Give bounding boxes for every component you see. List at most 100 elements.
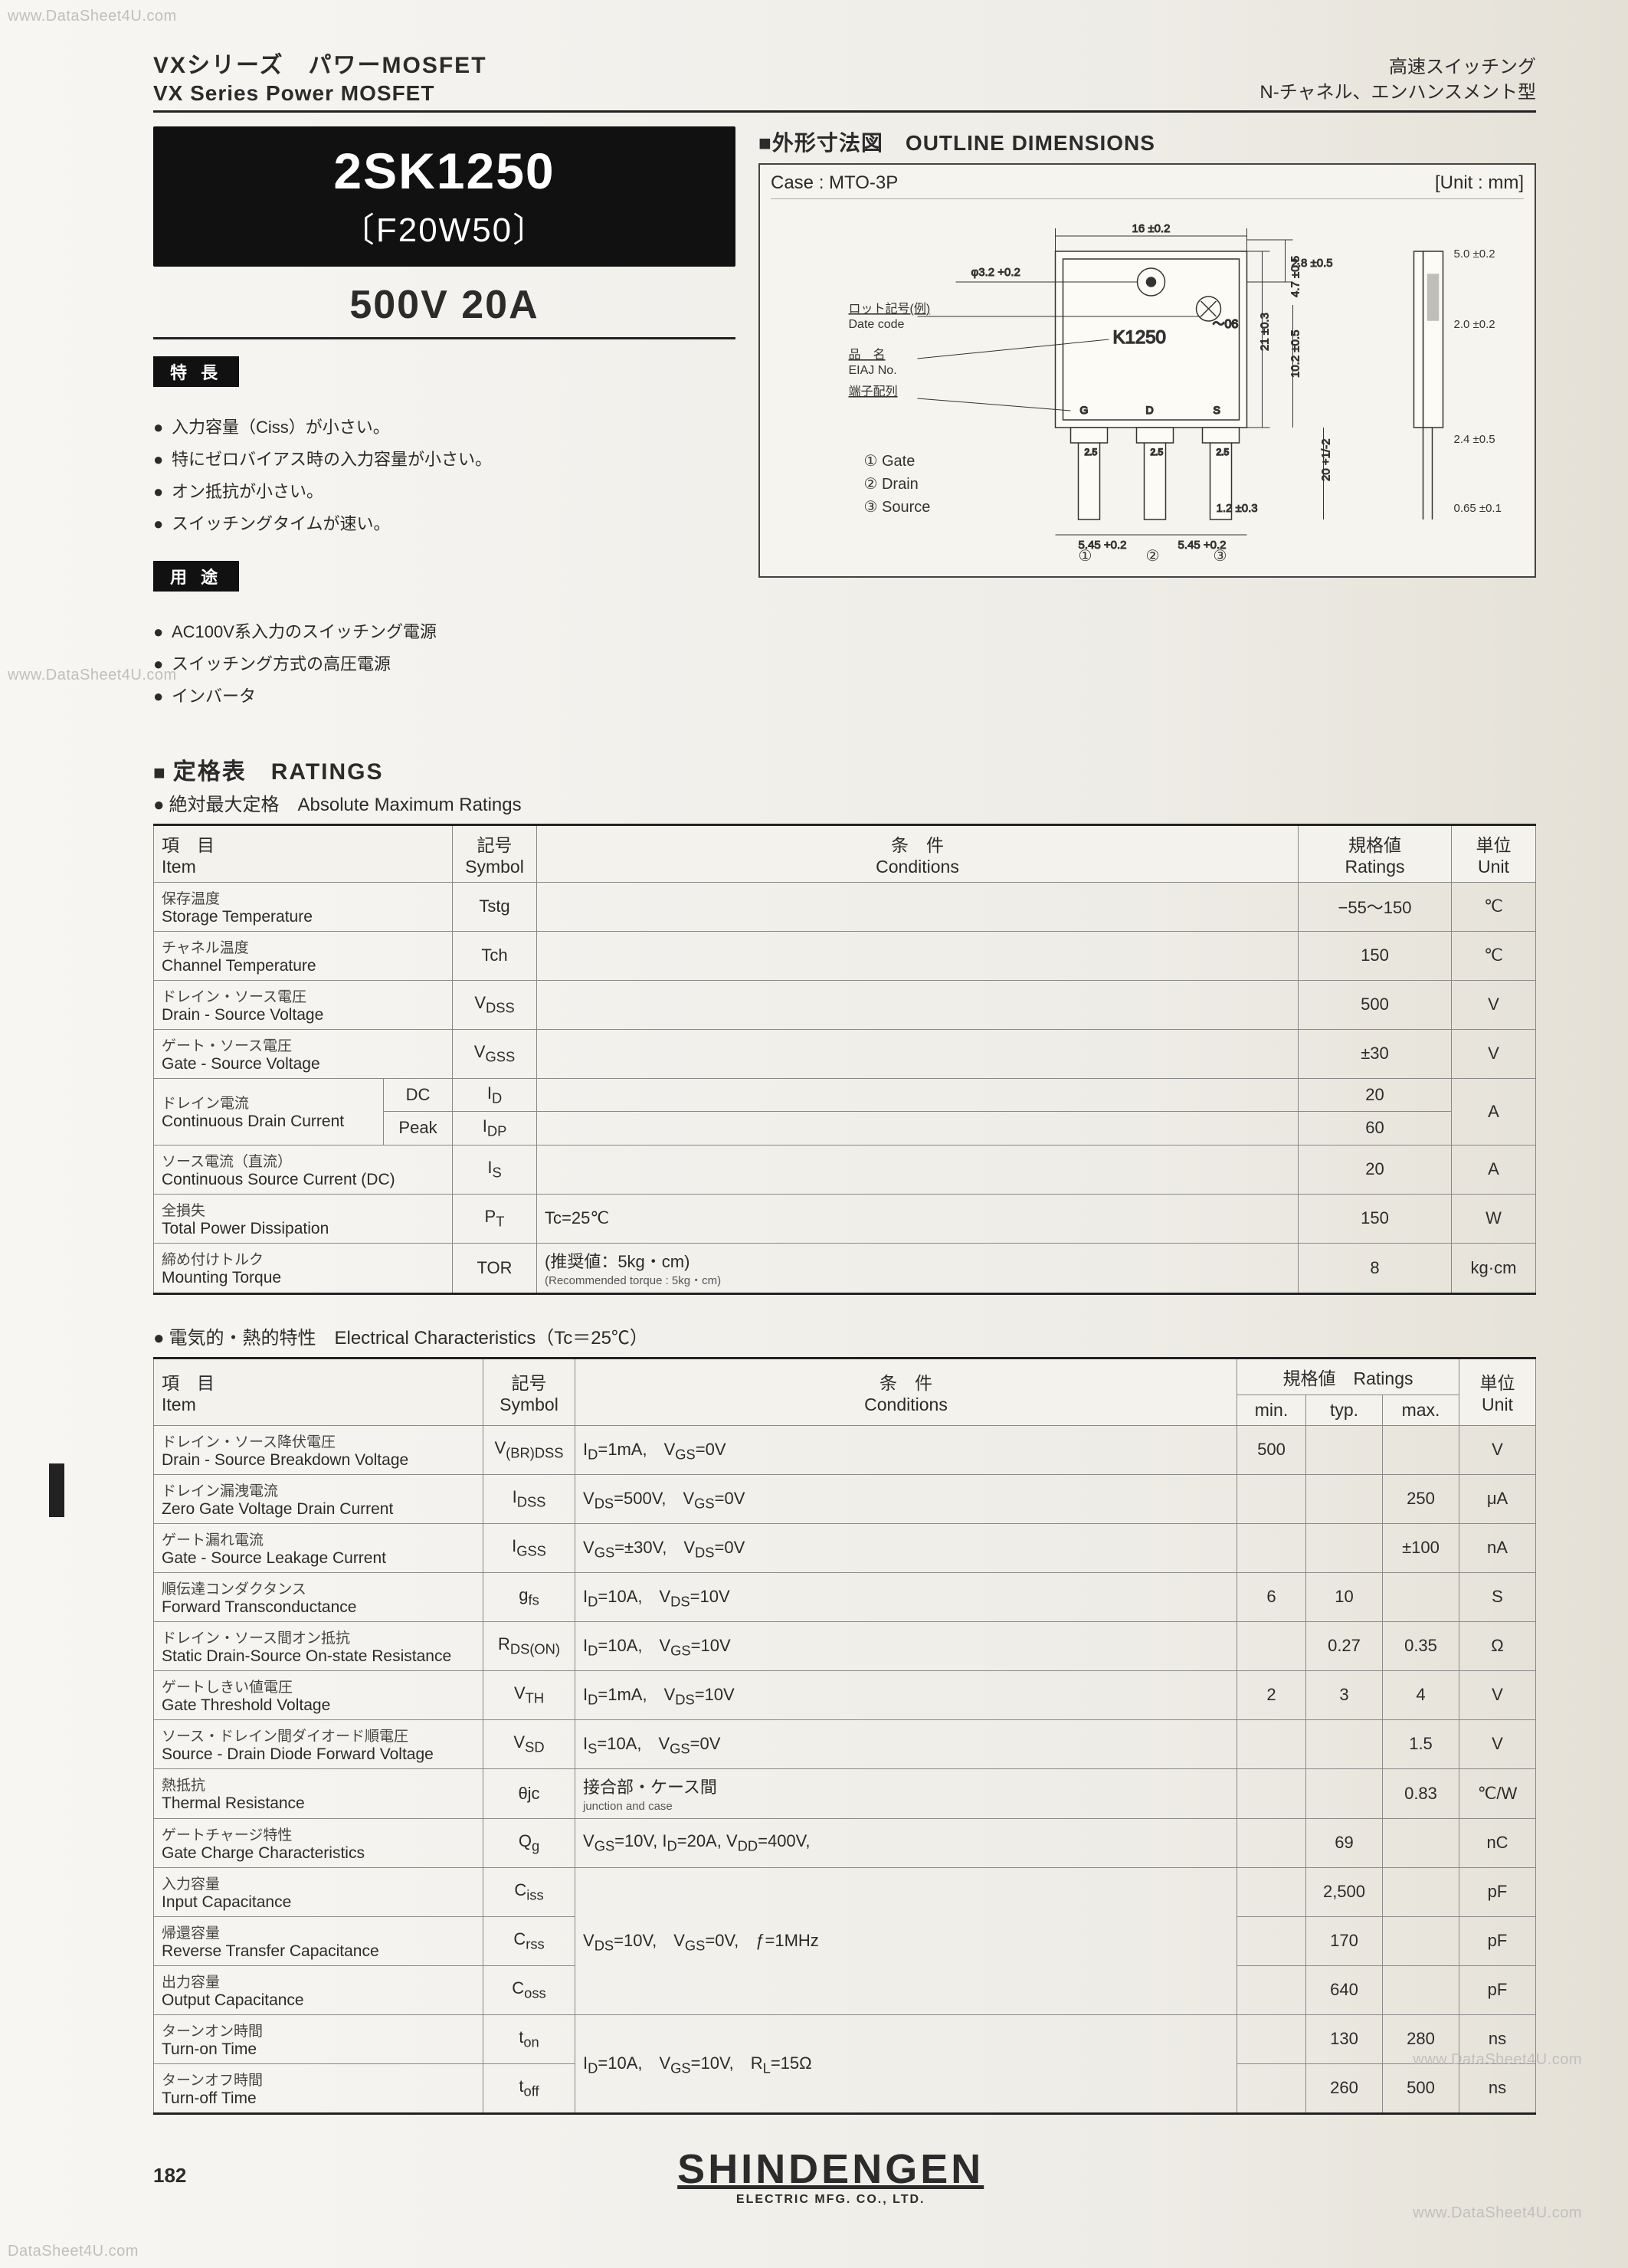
part-column: 2SK1250 〔F20W50〕 500V 20A 特 長 入力容量（Ciss）…: [153, 126, 735, 729]
table-row: ドレイン電流Continuous Drain Current DCID20A: [154, 1078, 1536, 1111]
electrical-table: 項 目Item 記号Symbol 条 件Conditions 規格値 Ratin…: [153, 1357, 1536, 2115]
feature-item: スイッチングタイムが速い。: [172, 508, 735, 540]
ratings-heading: 定格表 RATINGS: [153, 752, 1536, 786]
svg-text:S: S: [1214, 404, 1220, 416]
feature-item: オン抵抗が小さい。: [172, 476, 735, 508]
svg-text:φ3.2 +0.2: φ3.2 +0.2: [971, 266, 1020, 279]
svg-text:4.7 ±0.5: 4.7 ±0.5: [1289, 256, 1302, 297]
svg-text:① Gate: ① Gate: [864, 453, 916, 470]
top-row: 2SK1250 〔F20W50〕 500V 20A 特 長 入力容量（Ciss）…: [153, 126, 1536, 729]
page: www.DataSheet4U.com www.DataSheet4U.com …: [0, 0, 1628, 2268]
table-row: ソース・ドレイン間ダイオード順電圧Source - Drain Diode Fo…: [154, 1719, 1536, 1768]
svg-text:G: G: [1080, 404, 1089, 416]
svg-text:21 ±0.3: 21 ±0.3: [1259, 313, 1272, 351]
svg-text:③: ③: [1214, 548, 1227, 565]
table-row: 保存温度Storage Temperature Tstg −55〜150 ℃: [154, 882, 1536, 931]
svg-text:5.0 ±0.2: 5.0 ±0.2: [1454, 247, 1495, 261]
table-row: 締め付けトルクMounting Torque TOR (推奨値：5kg・cm)(…: [154, 1243, 1536, 1293]
svg-text:端子配列: 端子配列: [849, 385, 898, 398]
feature-item: 入力容量（Ciss）が小さい。: [172, 411, 735, 444]
svg-text:2.4 ±0.5: 2.4 ±0.5: [1454, 433, 1495, 446]
table-row: ターンオン時間Turn-on Time ton ID=10A, VGS=10V,…: [154, 2014, 1536, 2063]
part-number-box: 2SK1250 〔F20W50〕: [153, 126, 735, 267]
header-right: 高速スイッチング N-チャネル、エンハンスメント型: [1259, 54, 1536, 106]
svg-text:品 名: 品 名: [849, 348, 886, 362]
application-item: スイッチング方式の高圧電源: [172, 648, 735, 680]
watermark: DataSheet4U.com: [8, 2243, 139, 2260]
th-item-jp: 項 目: [162, 835, 215, 855]
svg-text:～06: ～06: [1213, 318, 1239, 331]
svg-text:K1250: K1250: [1113, 327, 1166, 348]
application-item: AC100V系入力のスイッチング電源: [172, 616, 735, 648]
svg-text:0.65 ±0.1: 0.65 ±0.1: [1454, 502, 1502, 515]
series-jp: VXシリーズ パワーMOSFET: [153, 53, 487, 78]
outline-title: ■外形寸法図 OUTLINE DIMENSIONS: [758, 126, 1536, 157]
th-item-en: Item: [162, 857, 196, 877]
mechanical-drawing: K1250 ～06 G D S: [771, 205, 1524, 565]
svg-text:2.5: 2.5: [1085, 447, 1098, 457]
table-row: チャネル温度Channel Temperature Tch 150 ℃: [154, 931, 1536, 980]
ratings-table: 項 目 Item 記号Symbol 条 件Conditions 規格値Ratin…: [153, 824, 1536, 1295]
svg-text:②: ②: [1146, 548, 1160, 565]
package-diagram: K1250 ～06 G D S: [771, 205, 1524, 565]
ratings-sub-heading: 絶対最大定格 Absolute Maximum Ratings: [153, 789, 1536, 816]
watermark: www.DataSheet4U.com: [8, 8, 177, 25]
brand-name: SHINDENGEN: [677, 2146, 984, 2192]
page-footer: 182 SHINDENGEN ELECTRIC MFG. CO., LTD.: [153, 2145, 1536, 2207]
svg-text:2.5: 2.5: [1151, 447, 1164, 457]
table-row: 熱抵抗Thermal Resistance θjc 接合部・ケース間juncti…: [154, 1768, 1536, 1818]
features-list: 入力容量（Ciss）が小さい。 特にゼロバイアス時の入力容量が小さい。 オン抵抗…: [153, 411, 735, 539]
part-number: 2SK1250: [167, 145, 722, 198]
outline-header: Case : MTO-3P [Unit : mm]: [771, 172, 1524, 199]
table-row: ゲートチャージ特性Gate Charge Characteristics Qg …: [154, 1818, 1536, 1867]
svg-text:EIAJ No.: EIAJ No.: [849, 364, 897, 377]
features-tag: 特 長: [153, 356, 239, 387]
svg-text:2.0 ±0.2: 2.0 ±0.2: [1454, 318, 1495, 331]
outline-column: ■外形寸法図 OUTLINE DIMENSIONS Case : MTO-3P …: [758, 126, 1536, 729]
svg-text:1.2 ±0.3: 1.2 ±0.3: [1217, 502, 1258, 515]
applications-tag: 用 途: [153, 561, 239, 592]
table-row: ドレイン・ソース電圧Drain - Source Voltage VDSS 50…: [154, 980, 1536, 1029]
svg-text:16 ±0.2: 16 ±0.2: [1132, 222, 1171, 235]
table-header-row: 項 目Item 記号Symbol 条 件Conditions 規格値 Ratin…: [154, 1358, 1536, 1395]
svg-text:①: ①: [1079, 548, 1092, 565]
page-header: VXシリーズ パワーMOSFET VX Series Power MOSFET …: [153, 46, 1536, 113]
table-row: 全損失Total Power Dissipation PT Tc=25℃ 150…: [154, 1194, 1536, 1243]
table-row: ドレイン・ソース降伏電圧Drain - Source Breakdown Vol…: [154, 1425, 1536, 1474]
unit-label: [Unit : mm]: [1435, 172, 1524, 194]
watermark: www.DataSheet4U.com: [1413, 2204, 1582, 2222]
elec-sub-heading: 電気的・熱的特性 Electrical Characteristics（Tc＝2…: [153, 1322, 1536, 1349]
applications-list: AC100V系入力のスイッチング電源 スイッチング方式の高圧電源 インバータ: [153, 616, 735, 712]
table-row: ドレイン・ソース間オン抵抗Static Drain-Source On-stat…: [154, 1621, 1536, 1670]
table-row: ソース電流（直流）Continuous Source Current (DC) …: [154, 1145, 1536, 1194]
page-number: 182: [153, 2164, 186, 2188]
table-row: ドレイン漏洩電流Zero Gate Voltage Drain Current …: [154, 1474, 1536, 1523]
watermark: www.DataSheet4U.com: [8, 667, 177, 684]
svg-text:D: D: [1146, 404, 1154, 416]
brand-sub: ELECTRIC MFG. CO., LTD.: [247, 2193, 1413, 2207]
table-header-row: 項 目 Item 記号Symbol 条 件Conditions 規格値Ratin…: [154, 824, 1536, 882]
table-row: ゲート漏れ電流Gate - Source Leakage Current IGS…: [154, 1523, 1536, 1572]
series-title: VXシリーズ パワーMOSFET VX Series Power MOSFET: [153, 46, 487, 106]
rated-values: 500V 20A: [153, 274, 735, 339]
svg-text:ロット記号(例): ロット記号(例): [849, 302, 931, 316]
outline-box: Case : MTO-3P [Unit : mm]: [758, 163, 1536, 578]
svg-text:10.2 ±0.5: 10.2 ±0.5: [1289, 330, 1302, 378]
part-sub-number: 〔F20W50〕: [167, 202, 722, 251]
application-item: インバータ: [172, 680, 735, 713]
svg-text:③ Source: ③ Source: [864, 499, 931, 516]
watermark: www.DataSheet4U.com: [1413, 2051, 1582, 2069]
table-row: ゲート・ソース電圧Gate - Source Voltage VGSS ±30 …: [154, 1029, 1536, 1078]
svg-text:② Drain: ② Drain: [864, 476, 919, 493]
svg-text:Date code: Date code: [849, 318, 905, 331]
header-note-1: 高速スイッチング: [1259, 54, 1536, 80]
series-en: VX Series Power MOSFET: [153, 81, 487, 106]
case-label: Case : MTO-3P: [771, 172, 898, 194]
svg-text:20 +1/-2: 20 +1/-2: [1320, 439, 1333, 481]
feature-item: 特にゼロバイアス時の入力容量が小さい。: [172, 444, 735, 476]
table-row: 順伝達コンダクタンスForward Transconductance gfs I…: [154, 1572, 1536, 1621]
table-row: ゲートしきい値電圧Gate Threshold Voltage VTH ID=1…: [154, 1670, 1536, 1719]
table-row: 入力容量Input Capacitance Ciss VDS=10V, VGS=…: [154, 1867, 1536, 1916]
header-note-2: N-チャネル、エンハンスメント型: [1259, 80, 1536, 106]
svg-text:2.5: 2.5: [1217, 447, 1230, 457]
